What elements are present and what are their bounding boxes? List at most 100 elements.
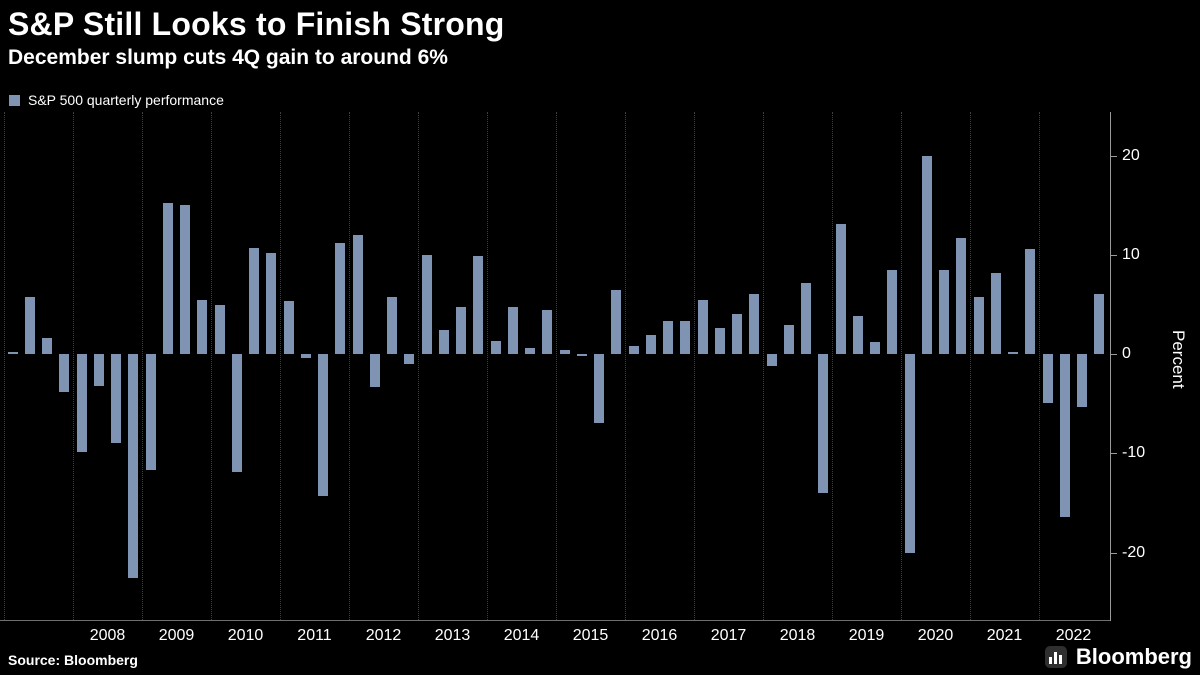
- bar: [870, 342, 881, 355]
- bar: [749, 293, 760, 355]
- legend: S&P 500 quarterly performance: [9, 92, 224, 108]
- year-gridline: [418, 112, 419, 620]
- bar: [352, 235, 363, 355]
- bar: [93, 354, 104, 386]
- year-gridline: [556, 112, 557, 620]
- bar: [904, 354, 915, 553]
- logo-bar: [1049, 657, 1053, 664]
- bar: [783, 325, 794, 355]
- chart-subtitle: December slump cuts 4Q gain to around 6%: [8, 46, 448, 69]
- y-axis-tick: [1110, 453, 1117, 455]
- year-gridline: [487, 112, 488, 620]
- bar: [852, 316, 863, 355]
- bar: [473, 255, 484, 355]
- bar: [438, 330, 449, 355]
- bar: [1042, 354, 1053, 403]
- y-axis-tick: [1110, 155, 1117, 157]
- bar: [335, 242, 346, 355]
- bloomberg-logo-text: Bloomberg: [1075, 644, 1192, 669]
- bar: [421, 254, 432, 355]
- bar: [1077, 354, 1088, 407]
- x-axis-year-label: 2022: [1055, 627, 1092, 644]
- legend-label: S&P 500 quarterly performance: [28, 92, 224, 108]
- bar: [818, 354, 829, 493]
- bar: [180, 205, 191, 355]
- bar: [628, 346, 639, 355]
- x-axis-year-label: 2010: [227, 627, 264, 644]
- year-gridline: [1039, 112, 1040, 620]
- bar: [1059, 354, 1070, 517]
- y-axis-tick: [1110, 552, 1117, 554]
- bar: [887, 269, 898, 355]
- bar: [387, 296, 398, 355]
- bar: [645, 335, 656, 355]
- year-gridline: [73, 112, 74, 620]
- bar: [576, 354, 587, 357]
- year-gridline: [694, 112, 695, 620]
- x-axis-year-label: 2015: [572, 627, 609, 644]
- bar: [7, 352, 18, 355]
- year-gridline: [763, 112, 764, 620]
- bar: [369, 354, 380, 387]
- bar: [1094, 293, 1105, 355]
- x-axis-year-label: 2013: [434, 627, 471, 644]
- bloomberg-logo-icon: [1044, 646, 1067, 668]
- legend-swatch: [9, 94, 20, 106]
- bar: [24, 296, 35, 355]
- x-axis-year-label: 2012: [365, 627, 402, 644]
- bar: [680, 321, 691, 355]
- bar: [525, 348, 536, 355]
- bar: [1025, 248, 1036, 355]
- bar: [973, 296, 984, 355]
- bar: [249, 247, 260, 355]
- bar: [990, 272, 1001, 355]
- year-gridline: [970, 112, 971, 620]
- x-axis-year-label: 2017: [710, 627, 747, 644]
- y-axis-tick-label: -20: [1122, 543, 1146, 561]
- year-gridline: [901, 112, 902, 620]
- source-text: Source: Bloomberg: [8, 652, 138, 668]
- x-axis-year-label: 2009: [158, 627, 195, 644]
- x-axis-year-label: 2018: [779, 627, 816, 644]
- y-axis-title: Percent: [1169, 330, 1188, 389]
- y-axis-tick: [1110, 354, 1117, 356]
- bar: [490, 341, 501, 355]
- x-axis-year-label: 2021: [986, 627, 1023, 644]
- bar: [145, 354, 156, 471]
- year-gridline: [832, 112, 833, 620]
- year-gridline: [625, 112, 626, 620]
- bar: [318, 354, 329, 496]
- x-axis-year-label: 2011: [297, 627, 332, 644]
- bar: [697, 299, 708, 355]
- bar: [663, 321, 674, 355]
- y-axis-line: [1110, 112, 1111, 621]
- bar: [162, 203, 173, 355]
- x-axis-year-label: 2016: [641, 627, 678, 644]
- bar: [76, 354, 87, 453]
- y-axis-tick-label: 20: [1122, 146, 1140, 164]
- bar: [766, 354, 777, 366]
- bar: [956, 238, 967, 355]
- y-axis-tick-label: 10: [1122, 245, 1140, 263]
- bar: [594, 354, 605, 423]
- x-axis-year-label: 2019: [848, 627, 885, 644]
- x-axis-line: [0, 620, 1110, 621]
- bar: [300, 354, 311, 359]
- year-gridline: [349, 112, 350, 620]
- bar: [111, 354, 122, 444]
- bar: [921, 155, 932, 355]
- bar: [266, 252, 277, 355]
- bar: [59, 354, 70, 392]
- bar: [214, 305, 225, 355]
- year-gridline: [4, 112, 5, 620]
- bar: [42, 338, 53, 355]
- bar: [404, 354, 415, 365]
- logo-bar: [1059, 655, 1063, 664]
- y-axis-tick: [1110, 254, 1117, 256]
- bar: [939, 269, 950, 355]
- bar: [283, 300, 294, 355]
- x-axis-year-label: 2014: [503, 627, 540, 644]
- bar: [835, 224, 846, 355]
- bar: [542, 310, 553, 355]
- bar: [1008, 352, 1019, 355]
